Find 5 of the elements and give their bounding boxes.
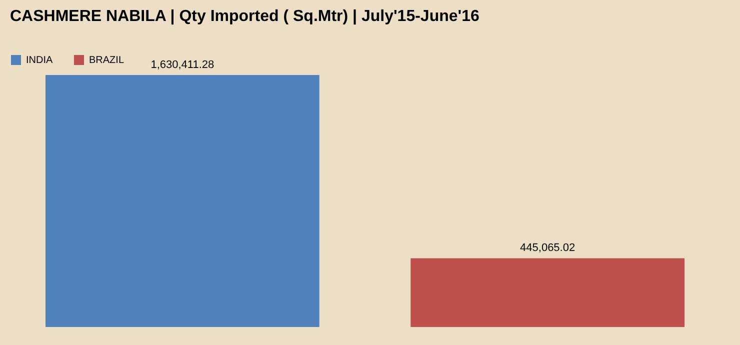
data-label: 1,630,411.28 <box>150 59 214 71</box>
legend-label: BRAZIL <box>89 55 124 66</box>
legend-label: INDIA <box>26 55 53 66</box>
data-label: 445,065.02 <box>520 242 576 254</box>
chart-title: CASHMERE NABILA | Qty Imported ( Sq.Mtr) | July'15-June'16 <box>10 8 480 25</box>
